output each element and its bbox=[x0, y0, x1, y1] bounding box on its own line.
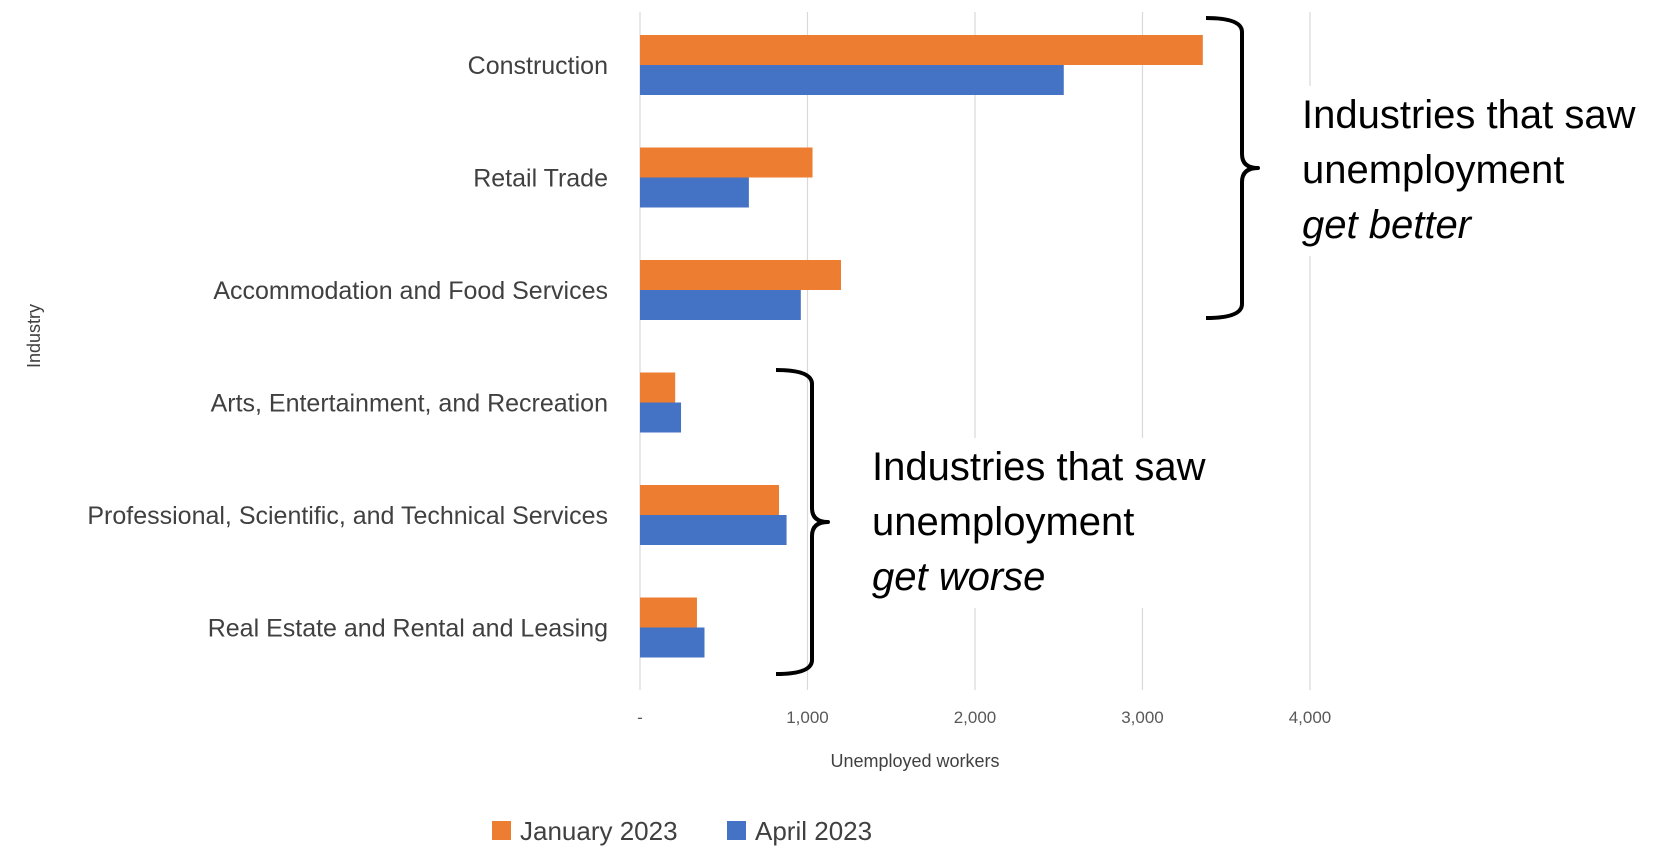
legend-label: January 2023 bbox=[520, 816, 678, 846]
bar bbox=[640, 627, 705, 658]
bar bbox=[640, 177, 749, 208]
category-labels: Construction Retail Trade Accommodation an… bbox=[87, 52, 608, 643]
annotation-text: unemployment bbox=[872, 500, 1134, 544]
bar bbox=[640, 485, 780, 515]
x-tick-label: 3,000 bbox=[1121, 708, 1164, 727]
bar bbox=[640, 372, 676, 403]
annotation-emphasis: get better bbox=[1302, 203, 1473, 247]
annotation-emphasis: get worse bbox=[872, 555, 1045, 599]
legend: January 2023 April 2023 bbox=[492, 816, 872, 846]
x-tick-label: 1,000 bbox=[786, 708, 829, 727]
bar bbox=[640, 290, 801, 320]
legend-swatch bbox=[492, 821, 511, 840]
bar bbox=[640, 147, 813, 178]
y-axis-title: Industry bbox=[24, 304, 44, 368]
annotation-text: Industries that saw bbox=[872, 445, 1206, 489]
bar bbox=[640, 35, 1203, 65]
bars bbox=[640, 35, 1203, 658]
category-label: Real Estate and Rental and Leasing bbox=[208, 615, 608, 643]
annotation-text: unemployment bbox=[1302, 148, 1564, 192]
curly-brace bbox=[1205, 16, 1260, 320]
x-tick-label: 2,000 bbox=[954, 708, 997, 727]
legend-label: April 2023 bbox=[755, 816, 872, 846]
category-label: Arts, Entertainment, and Recreation bbox=[211, 390, 608, 418]
x-axis-title: Unemployed workers bbox=[830, 751, 999, 771]
annotation-text: Industries that saw bbox=[1302, 93, 1636, 137]
annotations: Industries that saw unemployment get bette… bbox=[775, 16, 1664, 676]
bar bbox=[640, 260, 841, 290]
bar bbox=[640, 515, 787, 545]
category-label: Construction bbox=[468, 52, 608, 80]
category-label: Retail Trade bbox=[473, 165, 608, 193]
category-label: Professional, Scientific, and Technical … bbox=[87, 502, 608, 530]
annotation-backing bbox=[864, 438, 1234, 608]
annotation-backing bbox=[1294, 86, 1664, 256]
x-tick-label: 4,000 bbox=[1289, 708, 1332, 727]
x-tick-label: - bbox=[637, 708, 643, 727]
curly-brace bbox=[775, 368, 830, 676]
x-tick-labels: - 1,000 2,000 3,000 4,000 bbox=[637, 708, 1331, 727]
bar bbox=[640, 65, 1064, 95]
category-label: Accommodation and Food Services bbox=[213, 277, 608, 305]
legend-swatch bbox=[727, 821, 746, 840]
bar bbox=[640, 597, 697, 628]
bar bbox=[640, 402, 682, 433]
